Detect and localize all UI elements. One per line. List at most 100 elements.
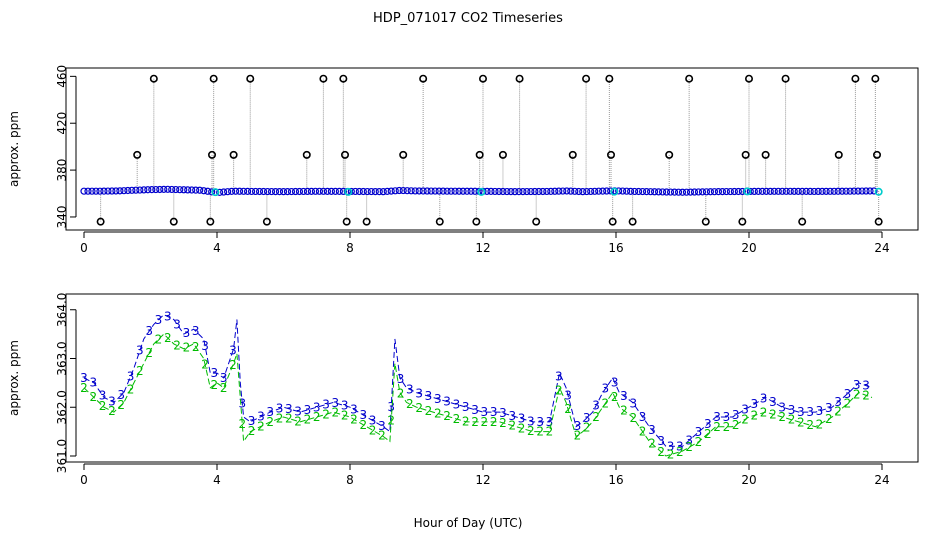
- bottom-series-marker-3: 3: [788, 403, 796, 417]
- top-outlier-point: [738, 217, 747, 226]
- top-baseline-point: [670, 188, 679, 196]
- top-baseline-point: [188, 186, 196, 194]
- top-baseline-point: [323, 187, 331, 195]
- top-outlier-point: [133, 150, 142, 159]
- top-outlier-point: [871, 74, 880, 83]
- top-baseline-point: [830, 187, 838, 195]
- bottom-series-marker-2: 2: [760, 406, 768, 420]
- bottom-series-marker-2: 2: [173, 339, 181, 353]
- top-baseline-point: [547, 187, 555, 195]
- top-baseline-point: [192, 186, 200, 194]
- top-baseline-point: [144, 186, 152, 194]
- top-outlier-point: [419, 74, 428, 83]
- bottom-series-marker-2: 2: [546, 425, 554, 439]
- top-outlier-point: [169, 217, 178, 226]
- top-baseline-point: [415, 187, 423, 195]
- bottom-x-tick-label: 8: [346, 473, 354, 487]
- top-baseline-point: [782, 187, 790, 195]
- bottom-series-marker-3: 3: [369, 414, 377, 428]
- top-baseline-point: [758, 187, 766, 195]
- bottom-series-marker-3: 3: [164, 310, 172, 324]
- top-baseline-point: [854, 187, 862, 195]
- bottom-series-marker-3: 3: [99, 389, 107, 403]
- bottom-y-tick-label: 362.0: [55, 390, 69, 424]
- top-baseline-point: [798, 187, 806, 195]
- top-baseline-point: [555, 187, 563, 195]
- bottom-series-marker-3: 3: [760, 392, 768, 406]
- bottom-series-marker-2: 2: [350, 412, 358, 426]
- top-outlier-point: [472, 217, 481, 226]
- top-cyan-point: [874, 187, 883, 196]
- top-baseline-point: [603, 187, 611, 195]
- top-baseline-point: [543, 187, 551, 196]
- top-baseline-point: [726, 187, 734, 196]
- top-baseline-point: [299, 187, 308, 196]
- top-outlier-point: [851, 74, 860, 83]
- top-baseline-point: [88, 187, 96, 195]
- top-baseline-point: [291, 187, 300, 196]
- bottom-series-marker-2: 2: [723, 420, 731, 434]
- top-y-tick-label: 340: [55, 206, 69, 229]
- bottom-series-marker-3: 3: [359, 408, 367, 422]
- top-outlier-point: [761, 150, 770, 159]
- top-outlier-point: [229, 150, 238, 159]
- top-baseline-point: [623, 187, 631, 195]
- top-baseline-point: [263, 187, 272, 196]
- top-outlier-point: [834, 150, 843, 159]
- top-outlier-point: [246, 74, 255, 83]
- bottom-x-tick-label: 4: [213, 473, 221, 487]
- top-baseline-point: [587, 187, 595, 196]
- top-outlier-point: [399, 150, 408, 159]
- bottom-series-marker-3: 3: [806, 405, 814, 419]
- bottom-y-tick-label: 363.0: [55, 341, 69, 375]
- bottom-series-marker-3: 3: [536, 415, 544, 429]
- top-outlier-point: [701, 217, 710, 226]
- top-baseline-point: [674, 188, 683, 196]
- bottom-series-marker-2: 2: [425, 404, 433, 418]
- bottom-series-marker-2: 2: [276, 411, 284, 425]
- top-baseline-point: [682, 188, 691, 196]
- bottom-series-marker-3: 3: [406, 382, 414, 396]
- bottom-series-marker-2: 2: [220, 381, 228, 395]
- top-baseline-point: [80, 187, 88, 195]
- top-baseline-point: [124, 186, 132, 195]
- bottom-series-marker-2: 2: [508, 419, 516, 433]
- bottom-series-marker-3: 3: [434, 392, 442, 406]
- top-baseline-point: [148, 186, 156, 194]
- top-baseline-point: [686, 188, 695, 196]
- bottom-series-marker-2: 2: [406, 397, 414, 411]
- bottom-series-marker-2: 2: [415, 401, 423, 415]
- top-baseline-point: [459, 187, 467, 195]
- top-baseline-point: [431, 187, 439, 195]
- bottom-series-marker-3: 3: [769, 395, 777, 409]
- top-baseline-point: [802, 187, 810, 195]
- top-baseline-point: [527, 187, 535, 196]
- bottom-series-marker-2: 2: [378, 429, 386, 443]
- bottom-series-marker-3: 3: [136, 344, 144, 358]
- bottom-series-marker-2: 2: [127, 382, 135, 396]
- top-y-axis-label: approx. ppm: [7, 111, 21, 187]
- top-baseline-point: [307, 187, 316, 195]
- bottom-series-marker-2: 2: [304, 413, 312, 427]
- top-baseline-point: [427, 187, 435, 195]
- top-baseline-point: [315, 187, 324, 195]
- top-baseline-point: [706, 188, 715, 196]
- top-baseline-point: [850, 187, 858, 195]
- top-baseline-point: [559, 187, 567, 195]
- bottom-series-marker-3: 3: [117, 388, 125, 402]
- bottom-series-line-3: [83, 313, 873, 447]
- top-baseline-point: [718, 188, 727, 196]
- top-baseline-point: [762, 187, 770, 195]
- top-baseline-point: [627, 187, 635, 195]
- bottom-series-marker-3: 3: [620, 389, 628, 403]
- bottom-series-marker-2: 2: [825, 412, 833, 426]
- top-baseline-point: [579, 188, 587, 196]
- top-baseline-point: [531, 187, 539, 196]
- bottom-series-marker-3: 3: [816, 404, 824, 418]
- top-outlier-point: [206, 217, 215, 226]
- top-baseline-point: [858, 187, 866, 195]
- top-baseline-point: [216, 188, 224, 196]
- top-baseline-point: [794, 187, 802, 195]
- bottom-series-marker-3: 3: [667, 439, 675, 453]
- top-baseline-point: [754, 187, 762, 195]
